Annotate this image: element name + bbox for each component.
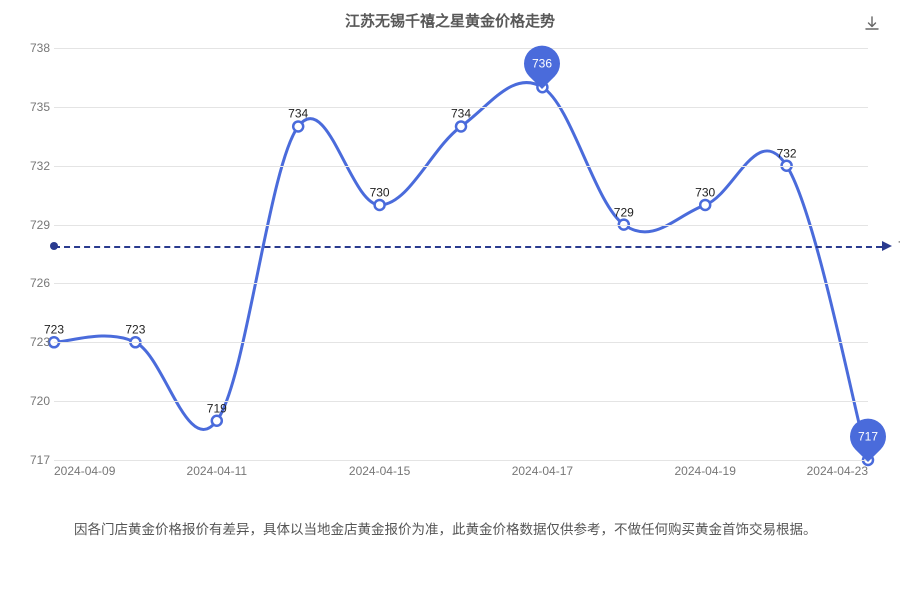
y-tick-label: 723	[30, 335, 50, 349]
price-line	[54, 82, 868, 460]
grid-line	[54, 342, 868, 343]
x-tick-label: 2024-04-19	[674, 464, 735, 478]
x-tick-label: 2024-04-09	[54, 464, 115, 478]
chart-area: 717 720 723 726 729 732 735 738 2024-04-09 2024-0…	[20, 44, 880, 488]
grid-line	[54, 225, 868, 226]
grid-line	[54, 460, 868, 461]
grid-line	[54, 283, 868, 284]
x-tick-label: 2024-04-11	[187, 464, 248, 478]
reference-start-dot	[50, 242, 58, 250]
data-marker[interactable]	[375, 200, 385, 210]
y-tick-label: 726	[30, 276, 50, 290]
data-marker[interactable]	[456, 121, 466, 131]
y-tick-label: 732	[30, 159, 50, 173]
y-tick-label: 738	[30, 41, 50, 55]
reference-line	[54, 246, 882, 248]
data-label: 734	[288, 107, 308, 121]
x-tick-label: 2024-04-15	[349, 464, 410, 478]
y-tick-label: 735	[30, 100, 50, 114]
reference-arrow-icon	[882, 241, 892, 251]
y-tick-label: 729	[30, 218, 50, 232]
chart-title: 江苏无锡千禧之星黄金价格走势	[0, 0, 900, 31]
x-tick-label: 2024-04-17	[512, 464, 573, 478]
x-tick-label: 2024-04-23	[807, 464, 868, 478]
y-tick-label: 717	[30, 453, 50, 467]
grid-line	[54, 401, 868, 402]
data-label: 732	[777, 146, 797, 160]
data-label: 723	[125, 323, 145, 337]
footer-note: 因各门店黄金价格报价有差异，具体以当地金店黄金报价为准，此黄金价格数据仅供参考，…	[74, 520, 840, 541]
data-label: 730	[370, 185, 390, 199]
data-marker[interactable]	[700, 200, 710, 210]
grid-line	[54, 166, 868, 167]
data-marker[interactable]	[212, 416, 222, 426]
download-icon[interactable]	[864, 16, 880, 32]
y-tick-label: 720	[30, 394, 50, 408]
grid-line	[54, 48, 868, 49]
data-label: 723	[44, 323, 64, 337]
data-label: 719	[207, 401, 227, 415]
data-label: 730	[695, 185, 715, 199]
data-label: 729	[614, 205, 634, 219]
data-label: 734	[451, 107, 471, 121]
data-marker[interactable]	[293, 121, 303, 131]
